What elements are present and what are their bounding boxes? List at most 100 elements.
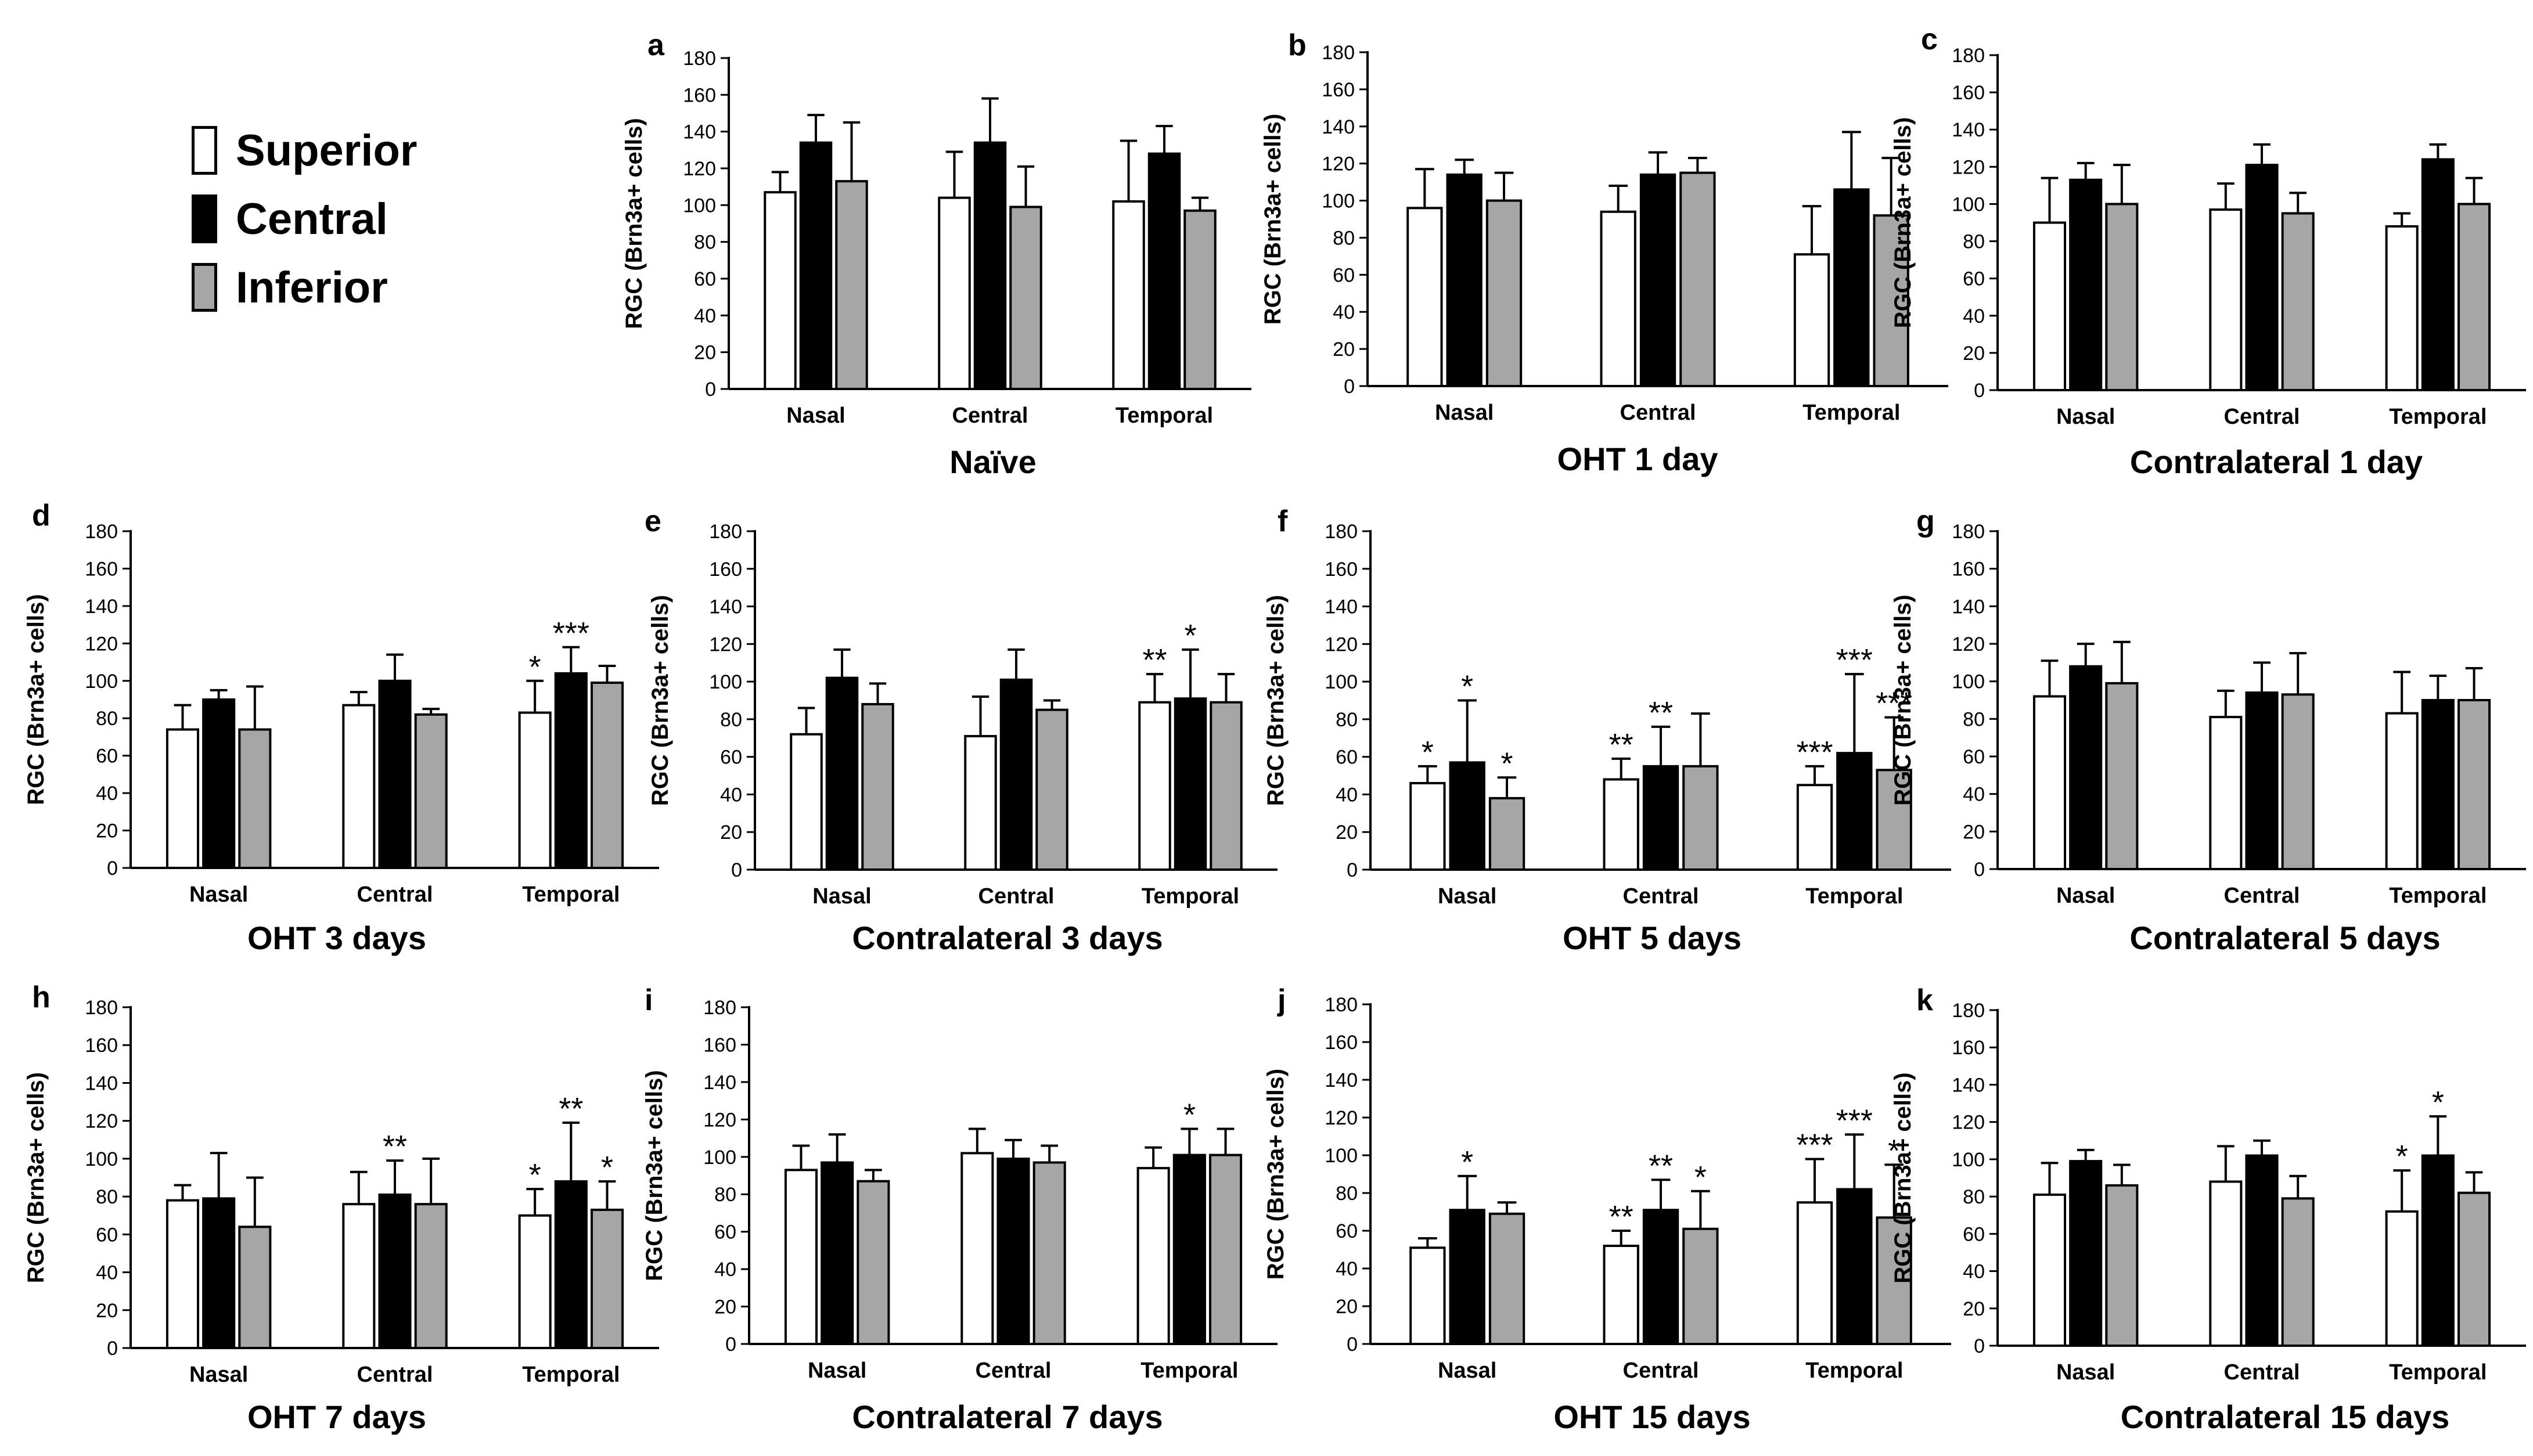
y-tick-label: 0 (725, 1334, 736, 1356)
y-tick-label: 180 (709, 521, 742, 543)
significance-marker: ** (1609, 1199, 1634, 1234)
y-tick-label: 180 (1952, 45, 1985, 67)
bar-central (378, 1193, 412, 1350)
bar-inferior (1682, 765, 1719, 871)
legend-label-central: Central (236, 194, 388, 244)
y-axis-label: RGC (Brn3a+ cells) (621, 118, 647, 329)
panel-letter: d (32, 499, 51, 532)
y-tick-label: 120 (1952, 156, 1985, 178)
bar-inferior (1876, 769, 1912, 871)
bar-inferior (590, 682, 624, 869)
x-tick-label: Central (1620, 401, 1696, 425)
bar-superior (2209, 208, 2243, 391)
bar-inferior (2105, 682, 2139, 871)
y-tick-label: 160 (703, 1034, 736, 1056)
y-tick-label: 100 (1952, 1149, 1985, 1171)
y-axis-label: RGC (Brn3a+ cells) (1890, 117, 1916, 328)
y-tick-label: 60 (714, 1221, 736, 1244)
bar-inferior (1488, 797, 1525, 871)
y-tick-label: 0 (1974, 1335, 1985, 1357)
bar-superior (342, 704, 376, 869)
panel-i: i 0 20 40 60 80 100 120 140 160 180 RGC (Brn3a+ cel… (642, 983, 1278, 1435)
x-tick-label: Central (2224, 884, 2300, 908)
y-tick-label: 120 (85, 1111, 118, 1133)
bar-superior (165, 1199, 200, 1349)
y-tick-label: 60 (1963, 1223, 1985, 1245)
y-tick-label: 20 (720, 821, 742, 844)
bar-central (2421, 699, 2455, 870)
bar-central (2421, 1154, 2455, 1347)
bar-inferior (2281, 1197, 2315, 1347)
legend-label-inferior: Inferior (236, 262, 388, 312)
bar-central (821, 1161, 854, 1345)
y-tick-label: 180 (85, 521, 118, 543)
bar-inferior (1682, 1227, 1719, 1345)
x-tick-label: Nasal (786, 403, 845, 428)
bar-superior (1796, 784, 1833, 871)
bar-central (202, 1197, 236, 1350)
y-tick-label: 20 (1336, 1296, 1358, 1318)
bar-inferior (1035, 708, 1068, 871)
y-tick-label: 160 (85, 1035, 118, 1057)
bar-superior (1406, 207, 1443, 387)
bar-central (2245, 1154, 2279, 1347)
x-tick-label: Temporal (1140, 1358, 1238, 1383)
y-tick-label: 160 (683, 84, 716, 106)
x-tick-label: Nasal (1438, 884, 1496, 909)
bar-superior (2032, 1193, 2067, 1347)
y-tick-label: 140 (1325, 1069, 1358, 1091)
x-tick-label: Temporal (1805, 1358, 1903, 1383)
y-tick-label: 120 (1952, 633, 1985, 655)
significance-marker: ** (1649, 1148, 1673, 1183)
bar-central (554, 672, 588, 870)
x-tick-label: Temporal (1805, 884, 1903, 909)
bar-central (973, 141, 1007, 391)
bar-superior (2385, 1210, 2419, 1347)
panel-title: OHT 3 days (247, 920, 426, 956)
y-tick-label: 40 (1336, 784, 1358, 806)
y-axis-label: RGC (Brn3a+ cells) (647, 595, 673, 806)
panel-title: Contralateral 1 day (2130, 444, 2423, 480)
y-tick-label: 160 (1322, 79, 1355, 101)
bar-central (1172, 1154, 1206, 1345)
bar-inferior (2105, 1184, 2139, 1347)
bar-superior (1136, 1167, 1170, 1345)
panel-b: b 0 20 40 60 80 100 120 140 160 180 RGC (Brn3a+ cel… (1260, 28, 1948, 477)
bar-inferior (1485, 199, 1523, 387)
y-tick-label: 20 (1963, 821, 1985, 843)
bar-inferior (1208, 1154, 1243, 1345)
x-tick-label: Central (2224, 405, 2300, 429)
panel-j: j 0 20 40 60 80 100 120 140 160 180 RGC (Brn3a+ cel… (1263, 983, 1951, 1435)
significance-marker: * (1461, 669, 1473, 704)
y-tick-label: 160 (709, 558, 742, 581)
bar-central (2245, 164, 2279, 391)
bar-inferior (1876, 1216, 1912, 1345)
significance-marker: *** (1796, 735, 1833, 770)
x-tick-label: Central (357, 882, 433, 907)
bar-superior (2032, 695, 2067, 870)
panel-letter: e (645, 504, 661, 538)
significance-marker: * (1694, 1160, 1707, 1195)
legend-item-superior: Superior (192, 116, 418, 185)
y-tick-label: 80 (1333, 227, 1355, 249)
y-tick-label: 80 (720, 709, 742, 731)
bar-superior (1409, 782, 1446, 871)
x-tick-label: Nasal (808, 1358, 866, 1383)
significance-marker: * (529, 650, 541, 684)
bar-central (2069, 665, 2103, 871)
y-tick-label: 0 (1344, 376, 1355, 398)
y-tick-label: 20 (714, 1296, 736, 1318)
y-tick-label: 160 (85, 558, 118, 580)
y-tick-label: 60 (1963, 268, 1985, 290)
x-tick-label: Temporal (1142, 884, 1239, 909)
significance-marker: ** (559, 1091, 583, 1126)
bar-central (1446, 173, 1483, 387)
y-tick-label: 100 (703, 1147, 736, 1169)
y-tick-label: 40 (1336, 1258, 1358, 1280)
x-tick-label: Nasal (189, 1363, 248, 1387)
bar-inferior (2457, 1191, 2491, 1347)
y-tick-label: 0 (1974, 859, 1985, 881)
bar-superior (764, 191, 797, 390)
significance-marker: * (529, 1158, 541, 1192)
y-axis-label: RGC (Brn3a+ cells) (1260, 114, 1286, 325)
